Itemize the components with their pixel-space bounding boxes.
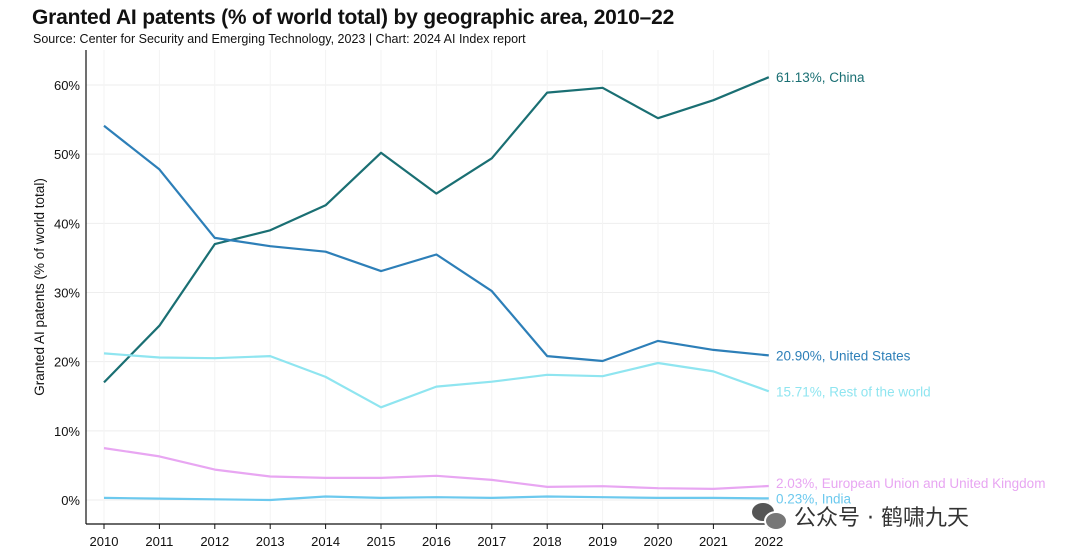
x-tick-label: 2011 bbox=[145, 534, 173, 549]
series-lines bbox=[103, 76, 770, 502]
series-line-european-union-and-united-kingdom bbox=[103, 447, 769, 490]
y-tick-label: 30% bbox=[54, 286, 80, 301]
chart-title: Granted AI patents (% of world total) by… bbox=[32, 6, 675, 29]
series-line-rest-of-the-world bbox=[103, 352, 770, 409]
series-line-india bbox=[103, 495, 769, 502]
end-label-india: 0.23%, India bbox=[776, 491, 852, 506]
y-tick-label: 60% bbox=[54, 78, 80, 93]
y-tick-label: 40% bbox=[54, 216, 80, 231]
x-tick-label: 2012 bbox=[200, 534, 229, 549]
grid bbox=[86, 50, 770, 524]
series-line-united-states bbox=[103, 124, 769, 363]
x-tick-label: 2015 bbox=[367, 534, 396, 549]
y-tick-label: 20% bbox=[54, 355, 80, 370]
series-line-china bbox=[103, 76, 770, 384]
watermark-text: 公众号 · 鹤啸九天 bbox=[794, 506, 969, 531]
x-tick-label: 2017 bbox=[477, 534, 506, 549]
x-tick-label: 2016 bbox=[422, 534, 451, 549]
axes: 0% 10% 20% 30% 40% 50% 60% 2010 2011 2012 2013 2014… bbox=[54, 50, 783, 549]
x-tick-label: 2014 bbox=[311, 534, 340, 549]
wechat-icon bbox=[752, 501, 788, 531]
chart-subtitle: Source: Center for Security and Emerging… bbox=[33, 32, 526, 46]
y-axis-label: Granted AI patents (% of world total) bbox=[32, 178, 47, 396]
x-tick-label: 2022 bbox=[754, 534, 783, 549]
x-tick-label: 2010 bbox=[90, 534, 119, 549]
x-tick-label: 2020 bbox=[644, 534, 673, 549]
y-tick-label: 50% bbox=[54, 147, 80, 162]
y-tick-label: 10% bbox=[54, 424, 80, 439]
end-label-united-states: 20.90%, United States bbox=[776, 348, 911, 363]
x-tick-label: 2021 bbox=[699, 534, 728, 549]
end-labels: 61.13%, China 20.90%, United States 15.71%… bbox=[776, 70, 1045, 506]
end-label-european-union-and-united-kingdom: 2.03%, European Union and United Kingdom bbox=[776, 476, 1045, 491]
y-tick-label: 0% bbox=[61, 493, 80, 508]
watermark: 公众号 · 鹤啸九天 bbox=[752, 500, 969, 532]
end-label-china: 61.13%, China bbox=[776, 70, 865, 85]
x-tick-label: 2018 bbox=[533, 534, 562, 549]
x-tick-label: 2013 bbox=[256, 534, 285, 549]
x-tick-label: 2019 bbox=[588, 534, 617, 549]
end-label-rest-of-the-world: 15.71%, Rest of the world bbox=[776, 384, 931, 399]
